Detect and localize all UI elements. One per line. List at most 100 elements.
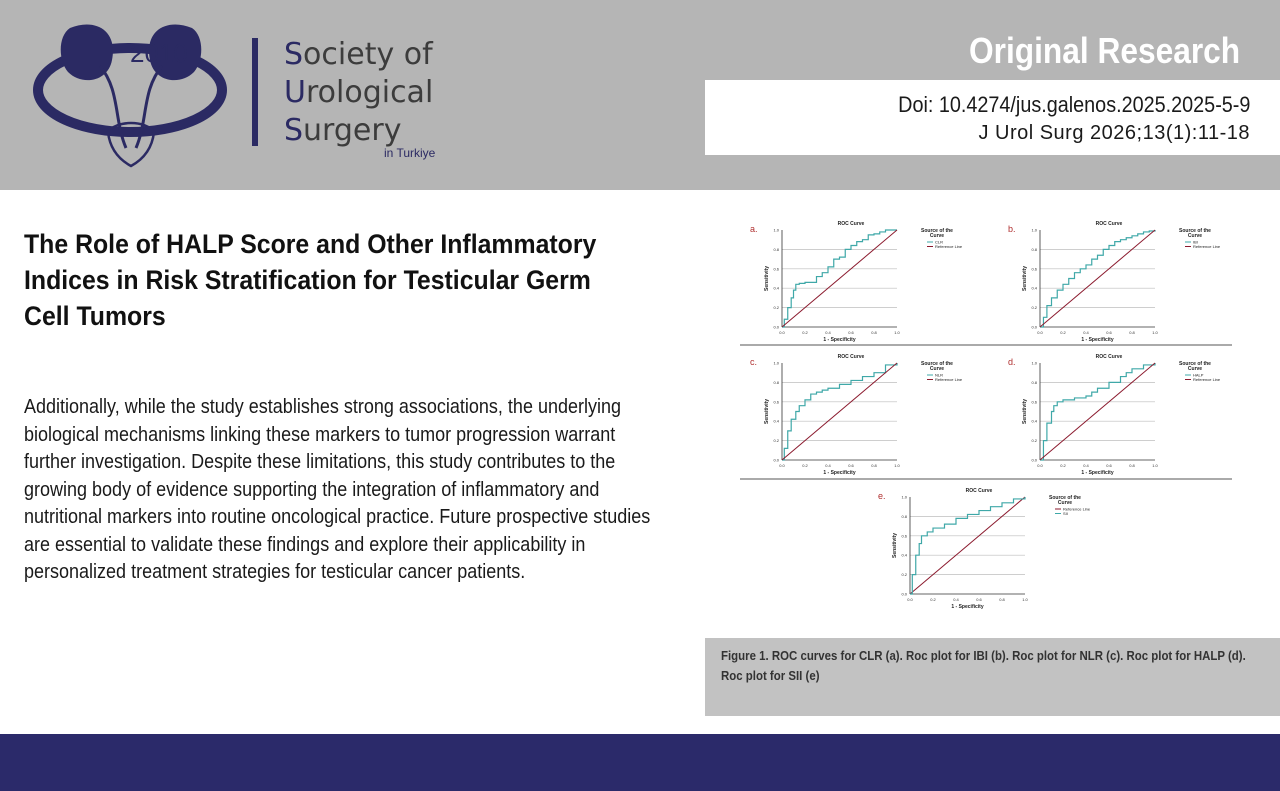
- doi-text: Doi: 10.4274/jus.galenos.2025.2025-5-9: [897, 92, 1250, 117]
- y-axis-label: Sensitivity: [892, 533, 898, 558]
- legend-entry: Reference Line: [1193, 244, 1221, 249]
- y-tick-label: 0.6: [1031, 399, 1037, 404]
- x-axis-label: 1 - Specificity: [1081, 337, 1113, 343]
- legend-title: Curve: [1188, 366, 1202, 372]
- reference-line: [909, 496, 1026, 595]
- legend-entry: Reference Line: [935, 377, 963, 382]
- panel-label: a.: [750, 224, 758, 234]
- x-tick-label: 0.2: [1060, 330, 1066, 335]
- y-tick-label: 1.0: [773, 361, 779, 366]
- x-tick-label: 0.4: [953, 597, 959, 602]
- doi-panel: Doi: 10.4274/jus.galenos.2025.2025-5-9 J…: [705, 80, 1280, 155]
- article-body: Additionally, while the study establishe…: [24, 396, 651, 583]
- y-tick-label: 0.4: [773, 286, 779, 291]
- panel-label: c.: [750, 357, 757, 367]
- y-axis-label: Sensitivity: [764, 266, 770, 291]
- x-tick-label: 0.6: [1106, 330, 1112, 335]
- panel-label: d.: [1008, 357, 1016, 367]
- y-tick-label: 0.8: [901, 514, 907, 519]
- page-footer-bar: [0, 734, 1280, 791]
- x-tick-label: 0.6: [1106, 463, 1112, 468]
- article-title: The Role of HALP Score and Other Inflamm…: [24, 229, 597, 331]
- x-tick-label: 0.2: [802, 330, 808, 335]
- y-tick-label: 0.2: [1031, 438, 1037, 443]
- legend-entry: CLR: [935, 240, 943, 245]
- x-tick-label: 0.8: [871, 463, 877, 468]
- legend-title: Source of the: [1049, 495, 1081, 501]
- x-tick-label: 0.0: [779, 330, 785, 335]
- x-tick-label: 0.4: [825, 330, 831, 335]
- y-tick-label: 0.2: [1031, 305, 1037, 310]
- legend-entry: HALP: [1193, 373, 1204, 378]
- x-tick-label: 0.4: [825, 463, 831, 468]
- x-tick-label: 0.6: [848, 463, 854, 468]
- y-tick-label: 0.8: [773, 380, 779, 385]
- y-tick-label: 0.4: [901, 553, 907, 558]
- y-axis-label: Sensitivity: [1022, 266, 1028, 291]
- reference-line: [1039, 362, 1156, 461]
- x-tick-label: 0.4: [1083, 463, 1089, 468]
- chart-title: ROC Curve: [1096, 221, 1123, 227]
- x-tick-label: 0.8: [999, 597, 1005, 602]
- journal-header: 2010 Society of Urological Surgery in Tu…: [0, 0, 1280, 190]
- x-tick-label: 1.0: [1152, 330, 1158, 335]
- reference-line: [1039, 229, 1156, 328]
- legend-title: Curve: [930, 233, 944, 239]
- legend-title: Curve: [930, 366, 944, 372]
- x-tick-label: 0.6: [976, 597, 982, 602]
- roc-figure-svg: a. ROC Curve0.00.00.20.20.40.40.60.60.80.…: [740, 221, 1232, 610]
- x-axis-label: 1 - Specificity: [1081, 470, 1113, 476]
- legend-entry: Reference Line: [935, 244, 963, 249]
- y-tick-label: 0.0: [901, 592, 907, 597]
- y-tick-label: 0.6: [901, 533, 907, 538]
- y-tick-label: 0.0: [1031, 325, 1037, 330]
- y-tick-label: 0.4: [1031, 419, 1037, 424]
- y-tick-label: 0.8: [773, 247, 779, 252]
- kidney-emblem-icon: [33, 24, 227, 168]
- y-tick-label: 0.4: [773, 419, 779, 424]
- x-tick-label: 1.0: [1022, 597, 1028, 602]
- x-tick-label: 1.0: [894, 330, 900, 335]
- legend-entry: NLR: [935, 373, 943, 378]
- x-tick-label: 0.2: [930, 597, 936, 602]
- legend-title: Curve: [1188, 233, 1202, 239]
- chart-title: ROC Curve: [838, 354, 865, 360]
- y-tick-label: 1.0: [773, 228, 779, 233]
- x-tick-label: 1.0: [1152, 463, 1158, 468]
- roc-curve: [910, 497, 1026, 595]
- legend-title: Curve: [1058, 500, 1072, 506]
- reference-line: [781, 229, 898, 328]
- y-tick-label: 0.4: [1031, 286, 1037, 291]
- legend-title: Source of the: [921, 228, 953, 234]
- x-tick-label: 0.2: [1060, 463, 1066, 468]
- roc-curve: [782, 229, 897, 328]
- logo-year: 2010: [130, 38, 188, 68]
- y-tick-label: 0.8: [1031, 247, 1037, 252]
- legend-title: Source of the: [1179, 228, 1211, 234]
- y-axis-label: Sensitivity: [1022, 399, 1028, 424]
- society-name: Society of Urological Surgery: [284, 37, 434, 148]
- x-tick-label: 0.4: [1083, 330, 1089, 335]
- x-axis-label: 1 - Specificity: [951, 604, 983, 610]
- chart-title: ROC Curve: [966, 488, 993, 494]
- x-tick-label: 0.6: [848, 330, 854, 335]
- y-tick-label: 1.0: [901, 495, 907, 500]
- legend-entry: IBI: [1193, 240, 1198, 245]
- y-tick-label: 0.0: [773, 325, 779, 330]
- y-tick-label: 0.2: [901, 572, 907, 577]
- y-axis-label: Sensitivity: [764, 399, 770, 424]
- y-tick-label: 0.6: [773, 266, 779, 271]
- x-tick-label: 0.0: [1037, 463, 1043, 468]
- y-tick-label: 0.2: [773, 305, 779, 310]
- y-tick-label: 0.2: [773, 438, 779, 443]
- legend-title: Source of the: [921, 361, 953, 367]
- reference-line: [781, 362, 898, 461]
- x-axis-label: 1 - Specificity: [823, 337, 855, 343]
- y-tick-label: 0.6: [773, 399, 779, 404]
- y-tick-label: 0.0: [1031, 458, 1037, 463]
- y-tick-label: 0.8: [1031, 380, 1037, 385]
- figure-caption-box: Figure 1. ROC curves for CLR (a). Roc pl…: [705, 638, 1280, 716]
- figure-caption: Figure 1. ROC curves for CLR (a). Roc pl…: [721, 648, 1246, 683]
- y-tick-label: 1.0: [1031, 228, 1037, 233]
- legend-entry: SII: [1063, 511, 1068, 516]
